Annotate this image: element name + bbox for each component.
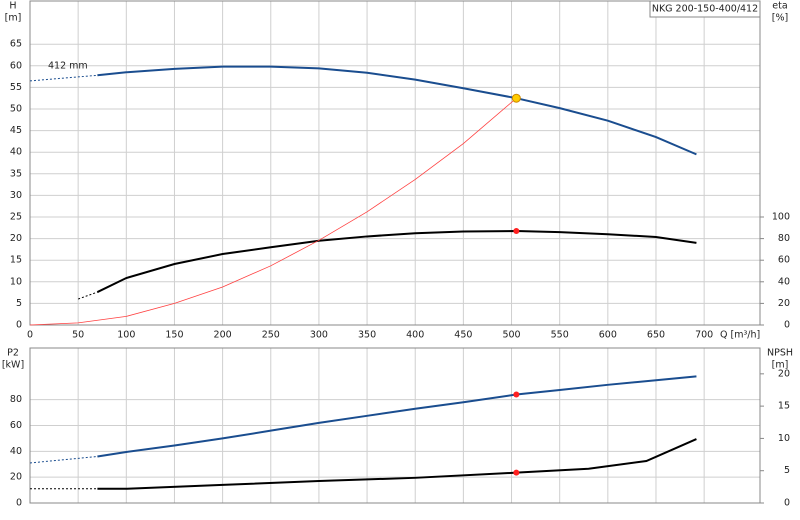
y2-tick-label: 60	[778, 255, 790, 266]
curve	[97, 65, 697, 156]
y-tick-label: 35	[10, 168, 22, 179]
x-tick-label: 300	[310, 330, 328, 341]
y-tick-label: 30	[10, 190, 22, 201]
curve	[29, 456, 98, 464]
y-tick-label: 0	[16, 320, 22, 331]
curve	[77, 291, 98, 300]
x-tick-label: 350	[358, 330, 376, 341]
curve	[97, 438, 697, 490]
y-tick-label: 15	[10, 255, 22, 266]
y-tick-label: 60	[10, 420, 22, 431]
y-tick-label: 80	[10, 394, 22, 405]
y2-tick-label: 15	[778, 401, 790, 412]
y-tick-label: 0	[16, 498, 22, 509]
chart-title: NKG 200-150-400/412	[652, 4, 758, 15]
y2-tick-label: 5	[784, 465, 790, 476]
annotation: 412 mm	[48, 61, 88, 72]
operating-point	[511, 93, 521, 103]
y-tick-label: 25	[10, 212, 22, 223]
x-tick-label: 0	[27, 330, 33, 341]
plot-frame	[29, 347, 761, 504]
x-tick-label: 50	[72, 330, 84, 341]
y-axis-label: H	[9, 1, 16, 12]
x-tick-label: 150	[165, 330, 183, 341]
y-tick-label: 20	[10, 233, 22, 244]
operating-point	[513, 469, 520, 476]
x-tick-label: 550	[551, 330, 569, 341]
y-tick-label: 45	[10, 125, 22, 136]
y-tick-label: 55	[10, 82, 22, 93]
curve	[97, 375, 697, 458]
y2-tick-label: 40	[778, 276, 790, 287]
y-tick-label: 5	[16, 298, 22, 309]
y2-axis-unit: [m]	[772, 360, 789, 371]
x-tick-label: 200	[214, 330, 232, 341]
plot-frame	[29, 0, 761, 326]
y2-axis-label: eta	[772, 1, 787, 12]
curve	[29, 97, 517, 326]
x-tick-label: 100	[117, 330, 135, 341]
x-tick-label: 400	[406, 330, 424, 341]
y2-tick-label: 80	[778, 233, 790, 244]
y2-tick-label: 0	[784, 498, 790, 509]
y2-tick-label: 20	[778, 298, 790, 309]
y-tick-label: 20	[10, 472, 22, 483]
y-tick-label: 50	[10, 104, 22, 115]
x-tick-label: 250	[262, 330, 280, 341]
y-axis-label: P2	[7, 348, 19, 359]
curve	[29, 74, 98, 82]
x-tick-label: 450	[454, 330, 472, 341]
y2-axis-label: NPSH	[767, 348, 793, 359]
x-tick-label: 650	[647, 330, 665, 341]
y2-tick-label: 10	[778, 433, 790, 444]
y2-tick-label: 100	[772, 212, 790, 223]
x-axis-label: Q [m³/h]	[720, 330, 760, 341]
x-tick-label: 500	[502, 330, 520, 341]
curve	[96, 230, 697, 293]
y-tick-label: 40	[10, 446, 22, 457]
y2-axis-unit: [%]	[772, 13, 788, 24]
x-tick-label: 700	[695, 330, 713, 341]
operating-point	[513, 228, 520, 235]
y2-tick-label: 0	[784, 320, 790, 331]
y-axis-unit: [kW]	[2, 360, 24, 371]
title-box	[649, 0, 761, 18]
y-tick-label: 10	[10, 276, 22, 287]
y-tick-label: 60	[10, 60, 22, 71]
x-tick-label: 600	[599, 330, 617, 341]
operating-point	[513, 391, 520, 398]
y2-tick-label: 20	[778, 368, 790, 379]
y-tick-label: 40	[10, 147, 22, 158]
y-tick-label: 65	[10, 39, 22, 50]
y-axis-unit: [m]	[5, 13, 22, 24]
